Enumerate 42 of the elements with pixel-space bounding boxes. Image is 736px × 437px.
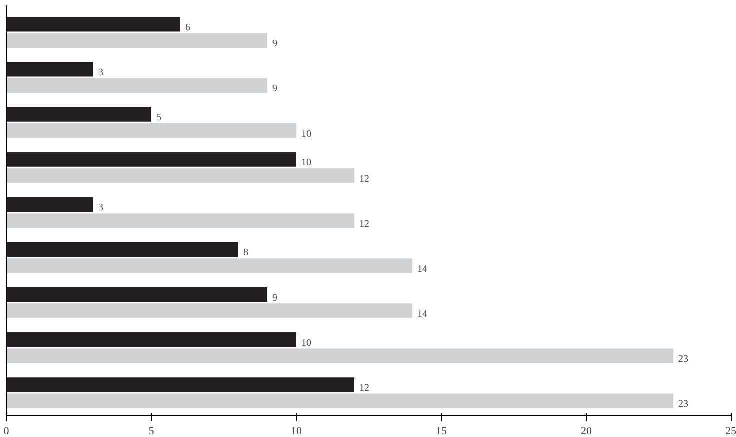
data-label: 3: [98, 67, 104, 78]
bar: [6, 197, 94, 212]
bar: [6, 152, 296, 167]
data-label: 8: [244, 248, 248, 259]
data-label: 9: [272, 84, 278, 95]
x-tick-label: 20: [581, 426, 592, 437]
data-label: 12: [360, 382, 370, 394]
bar: [6, 242, 238, 257]
bar: [6, 394, 674, 408]
data-label: 9: [272, 292, 278, 304]
bar: [6, 304, 412, 318]
data-label: 23: [678, 399, 688, 410]
bar: [6, 62, 94, 77]
bar: [6, 123, 296, 138]
data-label: 10: [302, 338, 312, 349]
data-label: 5: [156, 112, 162, 124]
x-tick-label: 10: [291, 426, 302, 437]
data-label: 14: [418, 264, 428, 275]
bar: [6, 258, 412, 274]
data-label: 10: [302, 158, 312, 169]
bar: [6, 287, 268, 302]
data-label: 6: [186, 22, 190, 34]
data-label: 9: [272, 38, 278, 50]
data-label: 3: [98, 202, 104, 214]
bar: [6, 107, 152, 122]
data-label: 10: [302, 128, 312, 140]
x-tick-label: 5: [148, 426, 155, 437]
data-label: 12: [360, 174, 370, 185]
bar: [6, 378, 354, 392]
bar: [6, 33, 268, 48]
bar: [6, 17, 180, 32]
bar: [6, 332, 296, 348]
data-label: 14: [418, 308, 428, 320]
bar: [6, 168, 354, 184]
bar: [6, 214, 354, 228]
x-tick-label: 15: [436, 426, 448, 437]
x-tick-label: 25: [726, 426, 736, 437]
data-label: 23: [678, 354, 688, 366]
bar: [6, 348, 674, 364]
x-tick-label: 0: [4, 426, 10, 437]
data-label: 12: [360, 218, 370, 230]
bar: [6, 78, 268, 93]
